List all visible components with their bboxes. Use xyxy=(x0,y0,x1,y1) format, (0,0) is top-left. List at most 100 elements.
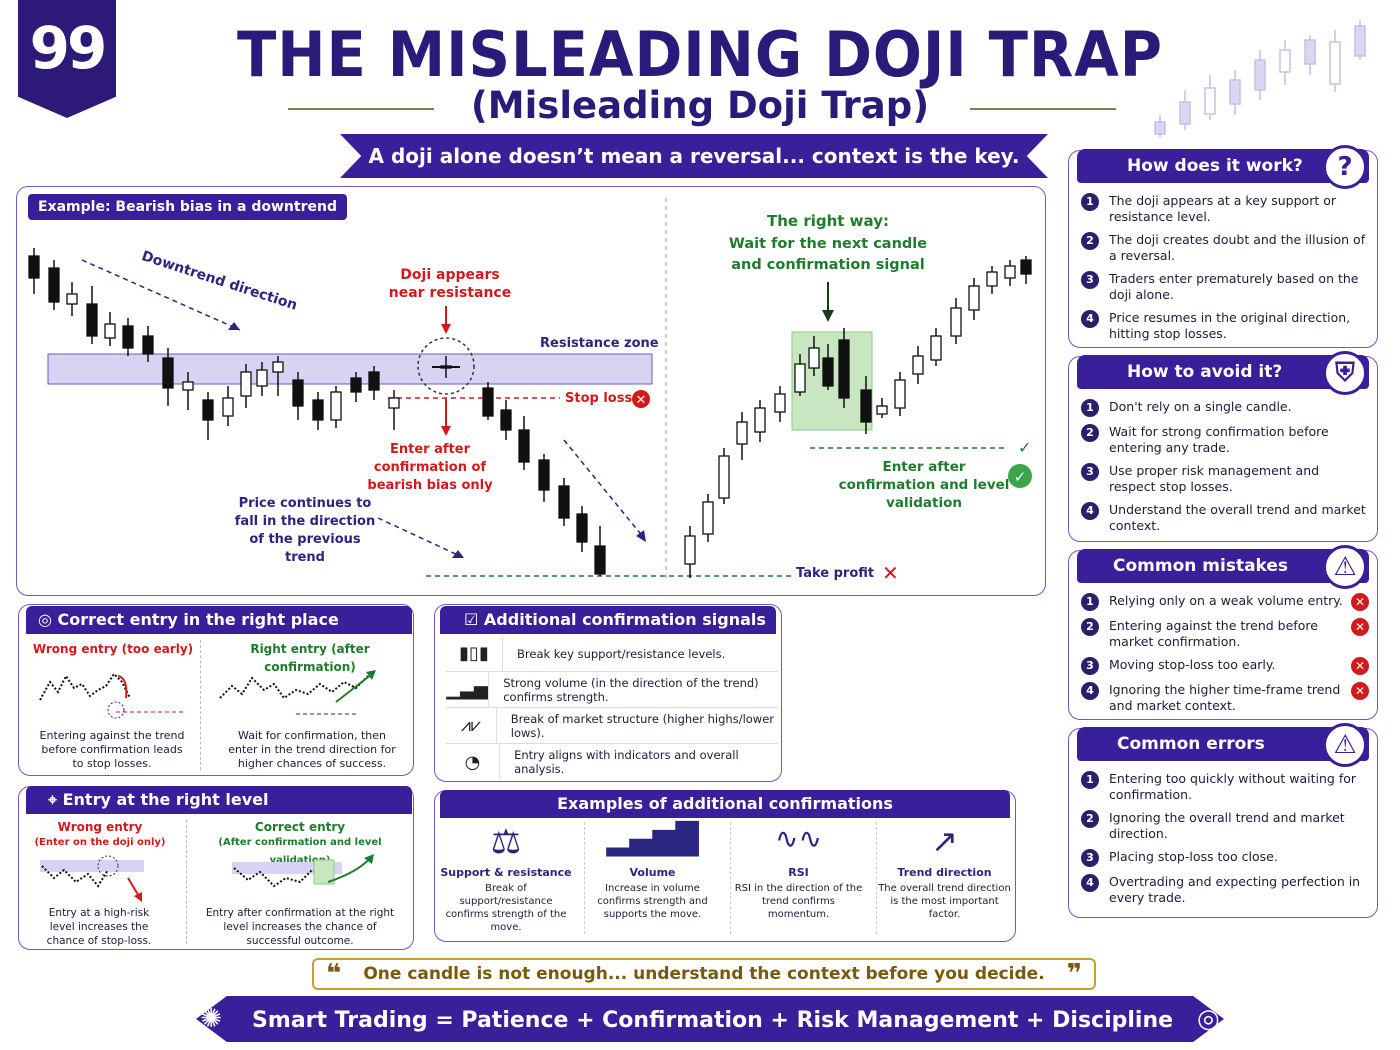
number-badge: 1 xyxy=(1081,593,1099,611)
candle-body xyxy=(28,255,40,279)
signal-row: ▮▯▮ Break key support/resistance levels. xyxy=(446,636,778,672)
how-it-works-title: How does it work? xyxy=(1077,149,1369,183)
number-badge: 1 xyxy=(1081,193,1099,211)
price-continues-label: Price continues to fall in the direction… xyxy=(234,496,376,565)
list-item: 3 Use proper risk management and respect … xyxy=(1081,463,1369,495)
signal-row: ▁▃▅ Strong volume (in the direction of th… xyxy=(446,672,778,708)
level-wrong-sub: (Enter on the doji only) xyxy=(34,837,166,848)
candle-body xyxy=(1020,259,1032,275)
number-badge: 3 xyxy=(1081,463,1099,481)
list-item: 1 The doji appears at a key support or re… xyxy=(1081,193,1369,225)
list-item-text: Entering too quickly without waiting for… xyxy=(1109,771,1357,802)
candle-body xyxy=(66,293,78,305)
target-icon: ◎ xyxy=(38,610,58,629)
open-quote-icon: ❝ xyxy=(326,959,342,989)
list-item: 2 Entering against the trend before marke… xyxy=(1081,618,1369,650)
x-mark-icon: ✕ xyxy=(1351,682,1369,700)
signal-row: ◔ Entry aligns with indicators and overal… xyxy=(446,744,778,780)
candle-body xyxy=(894,379,906,409)
list-item-text: Don't rely on a single candle. xyxy=(1109,399,1292,414)
wrong-entry-desc: Entering against the trend before confir… xyxy=(39,729,185,770)
common-errors-title: Common errors xyxy=(1077,727,1369,761)
list-item: 4 Understand the overall trend and market… xyxy=(1081,502,1369,534)
candle-body xyxy=(292,379,304,407)
level-divider xyxy=(186,820,187,944)
list-item: 3 Traders enter prematurely based on the … xyxy=(1081,271,1369,303)
number-badge: 4 xyxy=(1081,682,1099,700)
footer-banner: ✺ Smart Trading = Patience + Confirmation… xyxy=(196,996,1224,1042)
svg-text:✕: ✕ xyxy=(882,561,899,585)
candle-body xyxy=(330,391,342,421)
warning-icon: ⚠ xyxy=(1323,723,1367,767)
number-badge: 2 xyxy=(1081,232,1099,250)
examples-title: Examples of additional confirmations xyxy=(440,790,1010,818)
correct-entry-divider xyxy=(200,640,201,770)
list-item-text: Wait for strong confirmation before ente… xyxy=(1109,424,1329,455)
number-badge: 4 xyxy=(1081,502,1099,520)
candle-body xyxy=(518,429,530,463)
subtitle-divider-left xyxy=(288,108,434,110)
candle-body xyxy=(986,271,998,287)
list-item-text: Entering against the trend before market… xyxy=(1109,618,1318,649)
how-to-avoid-list: 1 Don't rely on a single candle. 2 Wait for… xyxy=(1081,399,1369,541)
list-item-text: Placing stop-loss too close. xyxy=(1109,849,1278,864)
list-item-text: Ignoring the overall trend and market di… xyxy=(1109,810,1345,841)
list-item-text: Understand the overall trend and market … xyxy=(1109,502,1366,533)
doji-label: Doji appears near resistance xyxy=(388,267,512,301)
x-mark-icon: ✕ xyxy=(1351,657,1369,675)
header-candles-decoration xyxy=(1154,20,1366,138)
wrong-entry-label: Wrong entry (too early) xyxy=(32,642,194,656)
number-badge: 3 xyxy=(1081,657,1099,675)
main-chart-svg: ✕ ✓ ✓ ✕ xyxy=(28,198,1032,585)
example-item: ∿∿ RSI RSI in the direction of the trend… xyxy=(730,822,866,934)
candlestick-series xyxy=(28,248,1032,578)
example-item: ▂▄▆█ Volume Increase in volume confirms … xyxy=(584,822,720,934)
candle-body xyxy=(104,323,116,339)
take-profit-label: Take profit xyxy=(796,566,875,581)
gauge-icon: ◔ xyxy=(464,751,481,773)
candle-body xyxy=(368,371,380,391)
candle-body xyxy=(222,397,234,417)
list-item: 2 Ignoring the overall trend and market d… xyxy=(1081,810,1369,842)
level-right-mini-chart xyxy=(232,854,374,888)
candle-body xyxy=(256,369,268,387)
level-wrong-mini-chart xyxy=(40,855,144,902)
level-right-label: Correct entry xyxy=(254,820,346,834)
candle-body xyxy=(822,357,834,387)
how-to-avoid-title: How to avoid it? xyxy=(1077,355,1369,389)
candle-body xyxy=(718,455,730,499)
candle-body xyxy=(736,421,748,445)
list-item: 3 Moving stop-loss too early. ✕ xyxy=(1081,657,1369,675)
candle-body xyxy=(272,361,284,373)
resistance-zone xyxy=(47,353,653,385)
scale-icon: ⚖ xyxy=(490,822,522,862)
number-badge: 2 xyxy=(1081,618,1099,636)
candle-body xyxy=(240,371,252,397)
right-way-title: The right way: xyxy=(767,212,889,230)
svg-text:✓: ✓ xyxy=(1018,438,1031,457)
candle-body xyxy=(142,335,154,355)
list-item-text: Moving stop-loss too early. xyxy=(1109,657,1276,672)
right-entry-mini-chart xyxy=(219,670,376,715)
candle-body xyxy=(968,285,980,311)
number-badge: 1 xyxy=(1081,771,1099,789)
candle-body xyxy=(774,393,786,413)
signals-title: ☑ Additional confirmation signals xyxy=(440,606,776,634)
right-entry-desc: Wait for confirmation, then enter in the… xyxy=(228,729,396,770)
list-item-text: Relying only on a weak volume entry. xyxy=(1109,593,1343,608)
example-item: ⚖ Support & resistance Break of support/… xyxy=(438,822,574,934)
level-wrong-label: Wrong entry xyxy=(57,820,143,834)
candle-body xyxy=(202,399,214,421)
list-item-text: Ignoring the higher time-frame trend and… xyxy=(1109,682,1341,713)
page-subtitle: (Misleading Doji Trap) xyxy=(470,84,930,127)
list-item: 4 Ignoring the higher time-frame trend an… xyxy=(1081,682,1369,714)
enter-validation-label: Enter after confirmation and level valid… xyxy=(838,459,1010,511)
candle-body xyxy=(500,409,512,431)
level-right-desc: Entry after confirmation at the right le… xyxy=(205,907,395,947)
how-it-works-panel: How does it work? ? 1 The doji appears at… xyxy=(1068,145,1378,348)
number-badge: 2 xyxy=(1081,424,1099,442)
candle-body xyxy=(876,405,888,415)
list-item: 2 Wait for strong confirmation before ent… xyxy=(1081,424,1369,456)
list-item: 4 Price resumes in the original direction… xyxy=(1081,310,1369,342)
wrong-entry-mini-chart xyxy=(39,672,184,719)
